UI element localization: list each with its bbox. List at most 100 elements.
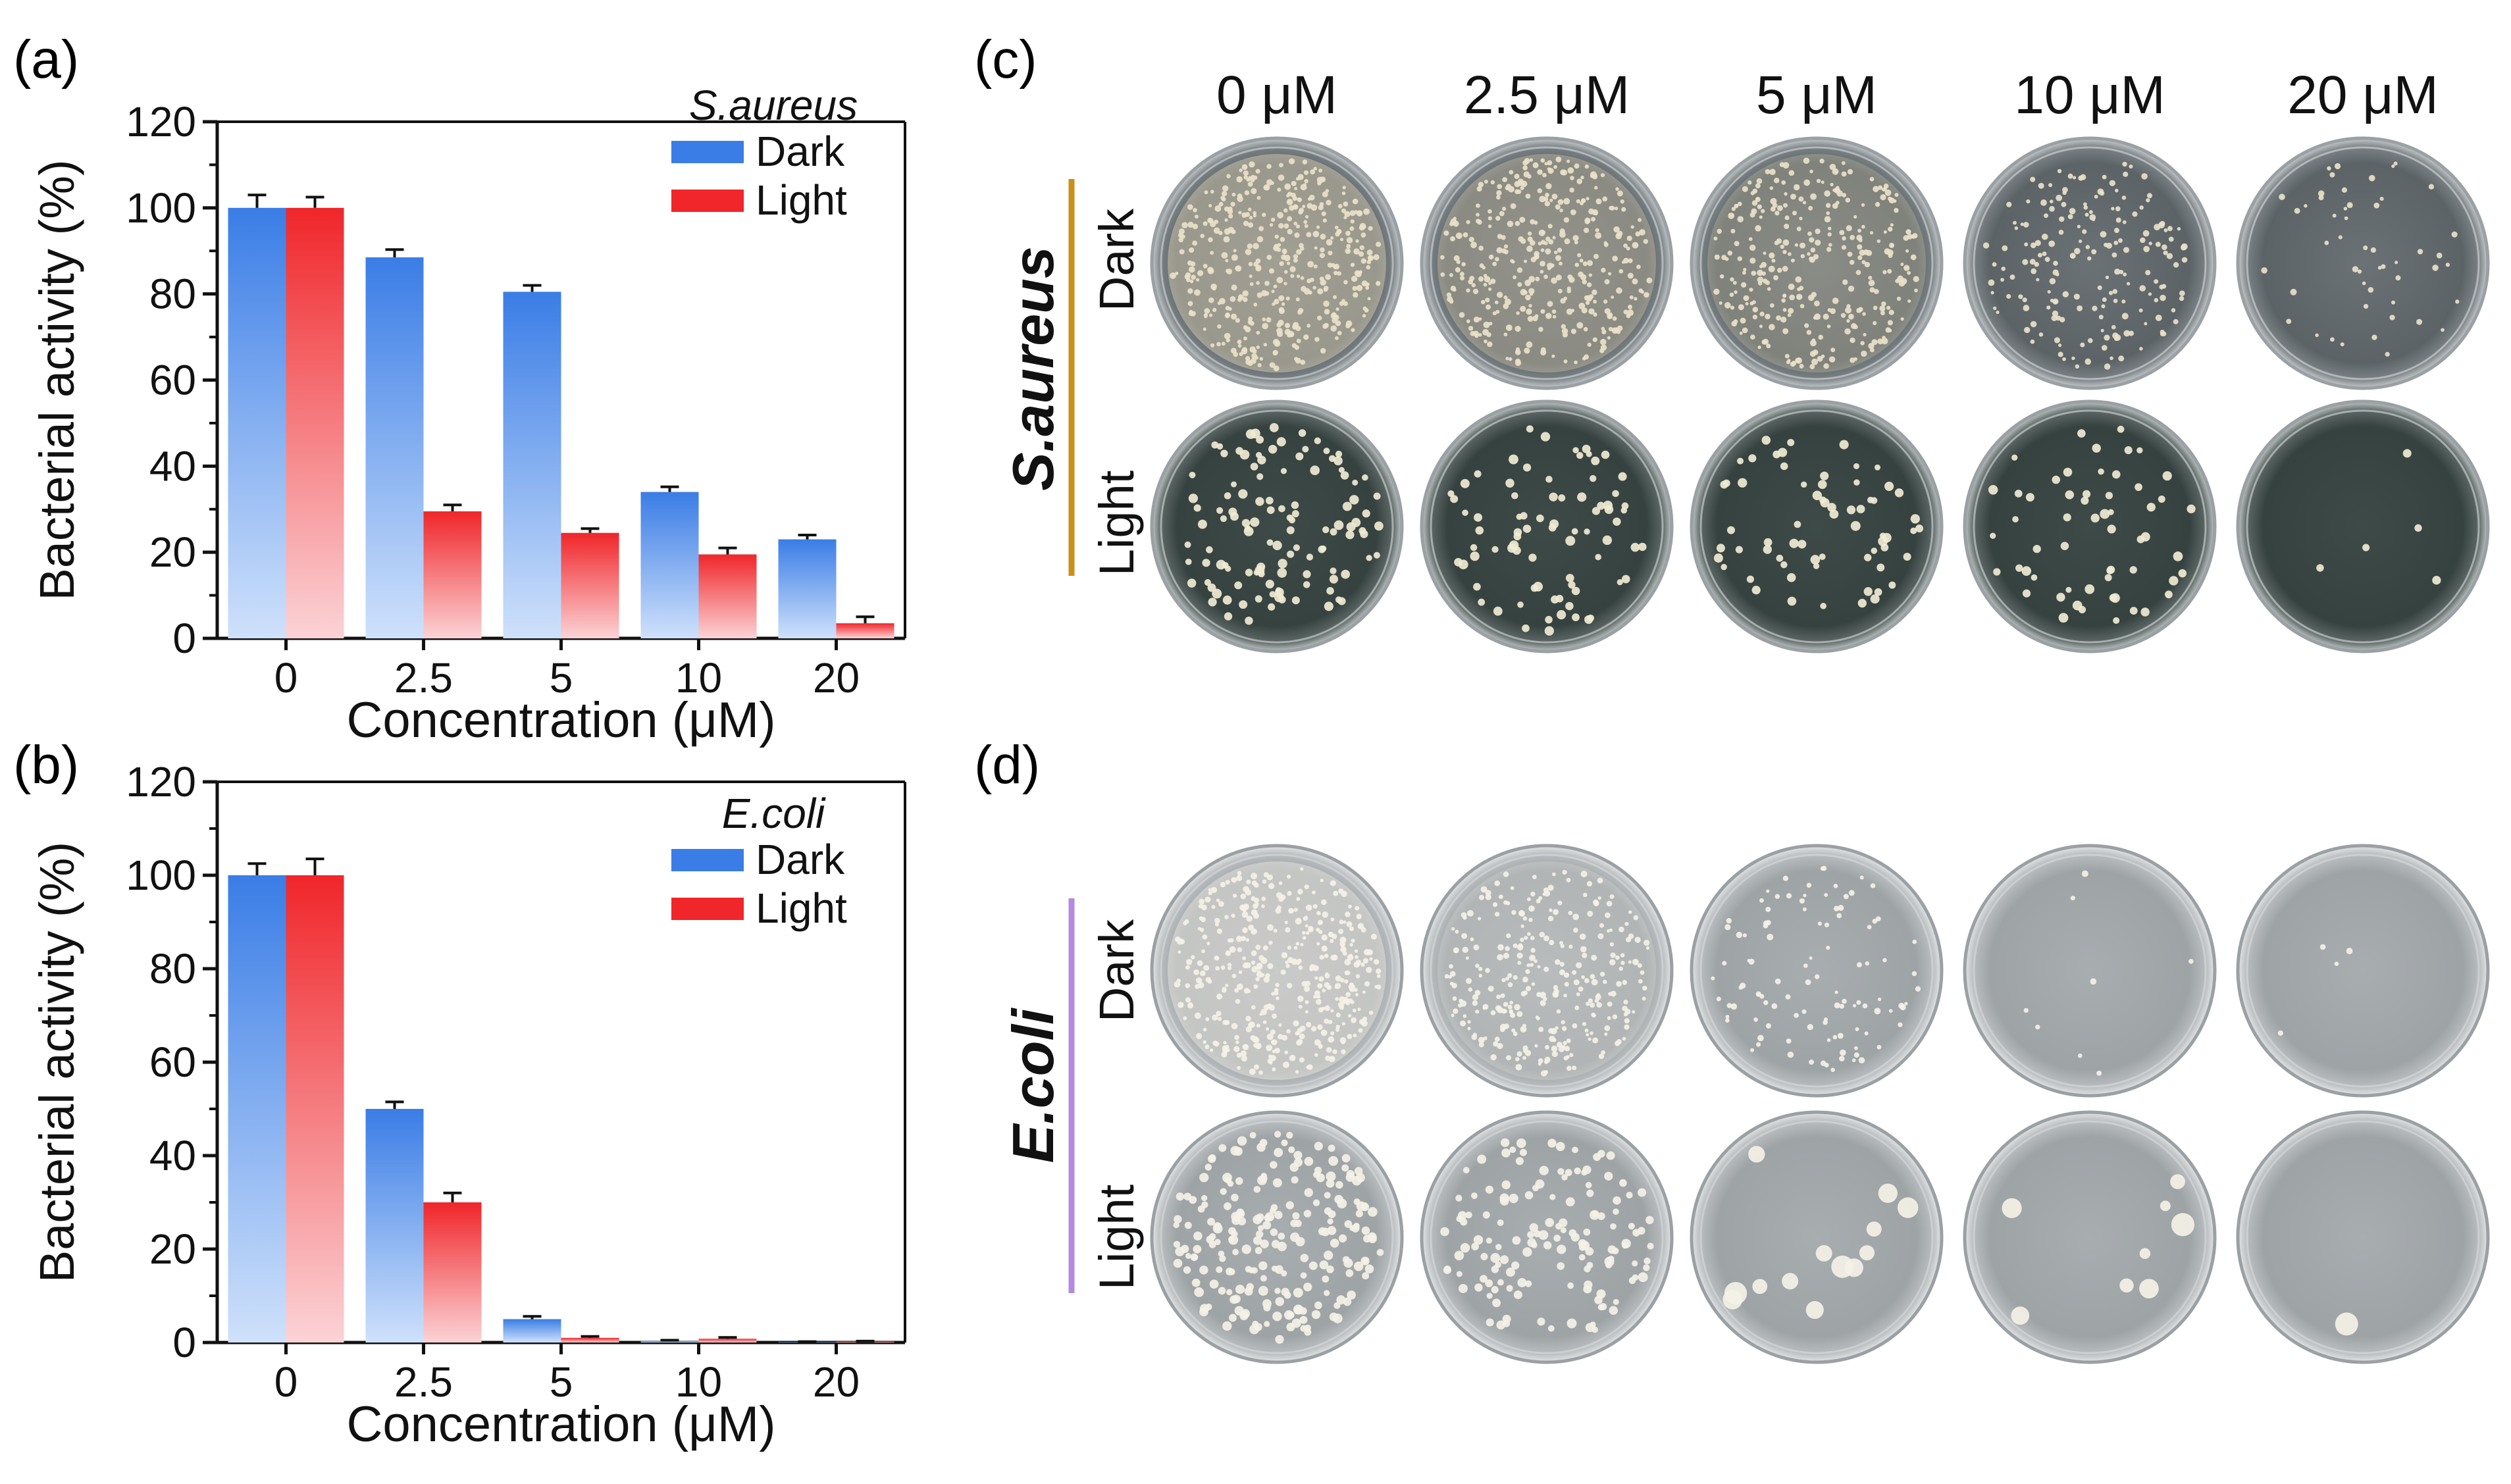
colony	[1879, 532, 1886, 539]
colony	[2324, 240, 2329, 245]
colony	[1256, 330, 1260, 335]
colony	[1305, 1000, 1309, 1004]
concentration-header: 5 μM	[1756, 65, 1877, 125]
bar-light-20	[836, 623, 894, 638]
colony	[1598, 1053, 1605, 1060]
colony	[1529, 954, 1536, 961]
colony	[2022, 259, 2029, 265]
colony	[2110, 356, 2113, 361]
colony	[2129, 164, 2133, 168]
colony	[1509, 1193, 1518, 1204]
colony	[1515, 347, 1520, 351]
colony	[1618, 926, 1624, 933]
colony	[1770, 197, 1777, 205]
colony	[1990, 291, 1994, 295]
colony	[1539, 931, 1545, 938]
colony	[1326, 1046, 1332, 1053]
colony	[1339, 919, 1344, 925]
colony	[1505, 324, 1513, 331]
colony	[1748, 454, 1757, 463]
colony	[1526, 308, 1532, 315]
colony	[1477, 219, 1482, 225]
colony	[2436, 252, 2443, 259]
colony	[1519, 1148, 1527, 1156]
colony	[1296, 224, 1300, 229]
colony	[1622, 980, 1628, 985]
plate-inner-rim	[1430, 1120, 1664, 1354]
colony	[1794, 243, 1799, 247]
colony	[1580, 871, 1588, 878]
colony	[1485, 890, 1491, 896]
colony	[1453, 947, 1459, 954]
colony	[1278, 1034, 1283, 1040]
colony	[1330, 528, 1337, 536]
colony	[1484, 180, 1488, 184]
colony	[1356, 284, 1363, 292]
colony	[1582, 261, 1588, 267]
colony	[1478, 245, 1484, 251]
colony	[1255, 356, 1259, 360]
colony	[1237, 871, 1242, 876]
colony	[2129, 607, 2138, 615]
colony	[1536, 514, 1544, 523]
colony	[2155, 315, 2162, 321]
colony	[1507, 220, 1514, 228]
colony	[1245, 569, 1253, 576]
colony	[1752, 1279, 1768, 1294]
colony	[1612, 490, 1619, 498]
colony	[1482, 265, 1486, 270]
colony	[1312, 230, 1320, 238]
colony	[1303, 916, 1308, 921]
colony	[1846, 304, 1851, 309]
colony	[1628, 1223, 1635, 1230]
colony	[1220, 965, 1226, 970]
colony	[2100, 231, 2107, 238]
colony	[1330, 954, 1337, 961]
colony	[1221, 342, 1226, 346]
colony	[1178, 950, 1181, 954]
colony	[2000, 278, 2004, 282]
colony	[1542, 892, 1546, 896]
colony	[1745, 302, 1749, 306]
colony	[1551, 1050, 1558, 1058]
colony	[1545, 615, 1553, 624]
colony	[1522, 1023, 1526, 1028]
colony	[1522, 1056, 1526, 1060]
colony	[1316, 315, 1322, 320]
colony	[1266, 164, 1272, 169]
colony	[1503, 303, 1509, 309]
colony	[1755, 991, 1761, 997]
colony	[2132, 211, 2138, 217]
colony	[1556, 1041, 1563, 1048]
colony	[1840, 1049, 1846, 1056]
colony	[1574, 360, 1578, 365]
colony	[1249, 1068, 1256, 1075]
colony	[1501, 235, 1506, 240]
colony	[2417, 249, 2423, 255]
colony	[2377, 266, 2382, 270]
colony	[2050, 298, 2054, 303]
colony	[1314, 1053, 1318, 1057]
colony	[1330, 881, 1334, 886]
colony	[1255, 168, 1260, 174]
y-tick-label: 20	[149, 1225, 196, 1273]
colony	[1846, 505, 1856, 515]
colony	[1856, 307, 1862, 313]
colony	[1335, 320, 1341, 326]
colony	[1724, 302, 1731, 309]
colony	[1251, 965, 1258, 973]
colony	[2059, 317, 2065, 322]
colony	[2107, 565, 2115, 574]
colony	[1471, 1242, 1479, 1250]
colony	[2111, 252, 2117, 258]
colony	[1216, 993, 1223, 1000]
colony	[1314, 1141, 1323, 1151]
colony	[1503, 952, 1510, 959]
colony	[1275, 983, 1280, 987]
colony	[1874, 588, 1882, 596]
colony	[1549, 1194, 1556, 1200]
colony	[1574, 163, 1580, 169]
colony	[1771, 1003, 1778, 1010]
colony	[1518, 943, 1523, 948]
colony	[1855, 270, 1861, 275]
